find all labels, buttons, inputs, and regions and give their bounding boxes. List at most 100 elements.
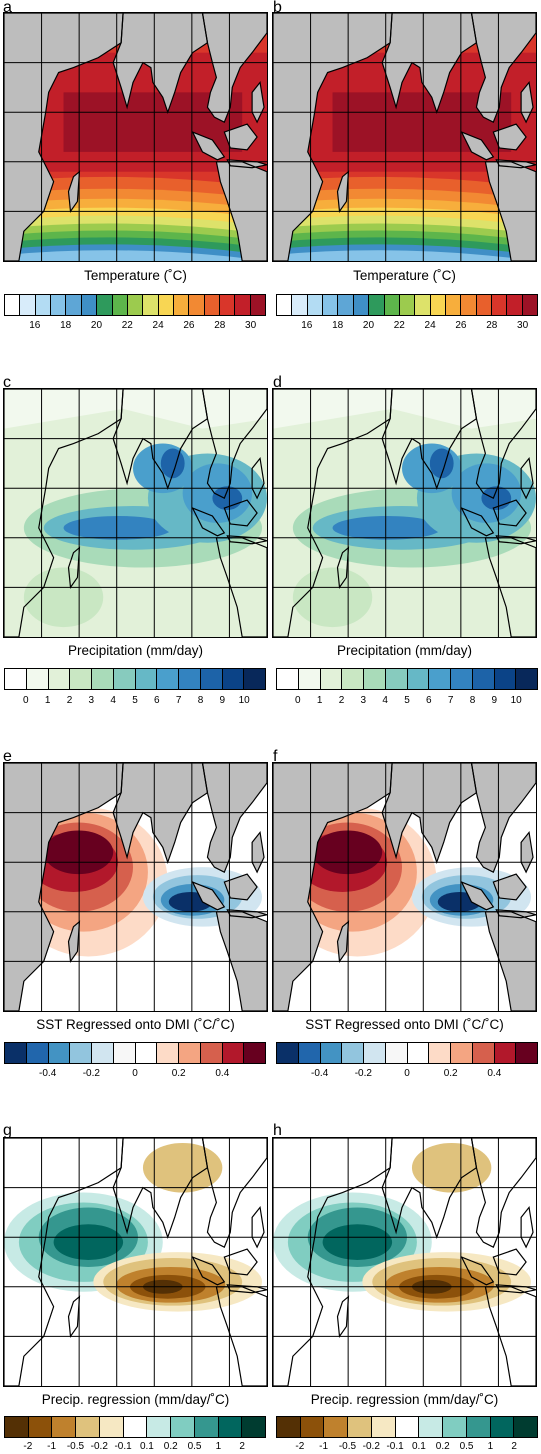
colorbar-tick-label: 0.5	[460, 1441, 474, 1453]
colorbar-swatch	[429, 669, 451, 689]
colorbar-swatch	[419, 1417, 443, 1437]
colorbar-tick-label: 10	[511, 695, 522, 707]
colorbar-temperature-right	[276, 294, 538, 316]
colorbar-swatch	[308, 295, 323, 315]
colorbar-swatch	[223, 669, 245, 689]
colorbar-precipitation-left	[4, 668, 266, 690]
colorbar-tick-label: 0.5	[188, 1441, 202, 1453]
colorbar-swatch	[495, 1043, 517, 1063]
colorbar-tick-label: -0.2	[363, 1441, 380, 1453]
colorbar-tick-label: 0	[23, 695, 29, 707]
colorbar-swatch	[446, 295, 461, 315]
colorbar-swatch	[113, 295, 128, 315]
colorbar-swatch	[27, 669, 49, 689]
colorbar-swatch	[492, 295, 507, 315]
colorbar-swatch	[70, 669, 92, 689]
colorbar-swatch	[201, 669, 223, 689]
colorbar-swatch	[299, 1043, 321, 1063]
colorbar-swatch	[491, 1417, 515, 1437]
colorbar-swatch	[244, 1043, 265, 1063]
colorbar-tick-label: 2	[239, 1441, 245, 1453]
colorbar-tick-label: 6	[426, 695, 432, 707]
colorbar-swatch	[321, 669, 343, 689]
colorbar-tick-label: 2	[339, 695, 345, 707]
colorbar-swatch	[523, 295, 537, 315]
colorbar-swatch	[364, 1043, 386, 1063]
colorbar-swatch	[473, 669, 495, 689]
colorbar-swatch	[507, 295, 522, 315]
colorbar-ticks-sst-left: -0.4 -0.2 0 0.2 0.4	[4, 1068, 266, 1080]
colorbar-swatch	[219, 1417, 243, 1437]
colorbar-swatch	[52, 1417, 76, 1437]
colorbar-swatch	[66, 295, 81, 315]
colorbar-swatch	[76, 1417, 100, 1437]
colorbar-tick-label: 4	[110, 695, 116, 707]
colorbar-tick-label: 30	[245, 320, 256, 332]
colorbar-swatch	[342, 1043, 364, 1063]
colorbar-swatch	[386, 669, 408, 689]
colorbar-tick-label: 24	[153, 320, 164, 332]
colorbar-title-temperature-left: Temperature (˚C)	[3, 268, 268, 284]
colorbar-swatch	[27, 1043, 49, 1063]
colorbar-swatch	[205, 295, 220, 315]
colorbar-swatch	[431, 295, 446, 315]
colorbar-swatch	[477, 295, 492, 315]
colorbar-ticks-sst-right: -0.4 -0.2 0 0.2 0.4	[276, 1068, 538, 1080]
colorbar-tick-label: -0.5	[339, 1441, 356, 1453]
colorbar-tick-label: -0.4	[311, 1068, 328, 1080]
colorbar-swatch	[179, 1043, 201, 1063]
colorbar-swatch	[5, 1043, 27, 1063]
colorbar-swatch	[299, 669, 321, 689]
precip-regression-map-g	[3, 1137, 268, 1387]
colorbar-tick-label: 9	[220, 695, 226, 707]
colorbar-tick-label: 2	[511, 1441, 517, 1453]
colorbar-swatch	[451, 669, 473, 689]
colorbar-tick-label: -0.1	[114, 1441, 131, 1453]
colorbar-swatch	[324, 1417, 348, 1437]
colorbar-swatch	[100, 1417, 124, 1437]
colorbar-swatch	[277, 1417, 301, 1437]
colorbar-tick-label: -0.2	[83, 1068, 100, 1080]
colorbar-tick-label: -0.2	[91, 1441, 108, 1453]
colorbar-tick-label: 0	[295, 695, 301, 707]
colorbar-title-sst-left: SST Regressed onto DMI (˚C/˚C)	[3, 1017, 268, 1033]
colorbar-swatch	[235, 295, 250, 315]
colorbar-tick-label: 2	[67, 695, 73, 707]
colorbar-title-temperature-right: Temperature (˚C)	[272, 268, 537, 284]
colorbar-tick-label: 1	[216, 1441, 222, 1453]
colorbar-swatch	[514, 1417, 537, 1437]
colorbar-swatch	[92, 1043, 114, 1063]
colorbar-swatch	[128, 295, 143, 315]
colorbar-swatch	[301, 1417, 325, 1437]
colorbar-precip-regression-left	[4, 1416, 266, 1438]
colorbar-tick-label: 0	[404, 1068, 410, 1080]
colorbar-tick-label: 6	[154, 695, 160, 707]
colorbar-tick-label: 0.2	[444, 1068, 458, 1080]
colorbar-tick-label: 3	[89, 695, 95, 707]
colorbar-tick-label: 4	[382, 695, 388, 707]
colorbar-swatch	[369, 295, 384, 315]
colorbar-tick-label: -0.4	[39, 1068, 56, 1080]
colorbar-swatch	[189, 295, 204, 315]
colorbar-swatch	[174, 295, 189, 315]
colorbar-tick-label: 28	[486, 320, 497, 332]
colorbar-title-precip-regression-right: Precip. regression (mm/day/˚C)	[272, 1392, 537, 1408]
colorbar-swatch	[82, 295, 97, 315]
colorbar-swatch	[348, 1417, 372, 1437]
colorbar-title-sst-right: SST Regressed onto DMI (˚C/˚C)	[272, 1017, 537, 1033]
colorbar-tick-label: 10	[239, 695, 250, 707]
colorbar-swatch	[147, 1417, 171, 1437]
colorbar-tick-label: -2	[23, 1441, 32, 1453]
colorbar-swatch	[277, 669, 299, 689]
colorbar-swatch	[49, 1043, 71, 1063]
colorbar-swatch	[124, 1417, 148, 1437]
colorbar-tick-label: -0.5	[67, 1441, 84, 1453]
colorbar-swatch	[20, 295, 35, 315]
colorbar-tick-label: 1	[45, 695, 51, 707]
colorbar-tick-label: 26	[183, 320, 194, 332]
colorbar-swatch	[201, 1043, 223, 1063]
colorbar-tick-label: 0.4	[487, 1068, 501, 1080]
colorbar-swatch	[292, 295, 307, 315]
colorbar-swatch	[157, 1043, 179, 1063]
colorbar-swatch	[49, 669, 71, 689]
